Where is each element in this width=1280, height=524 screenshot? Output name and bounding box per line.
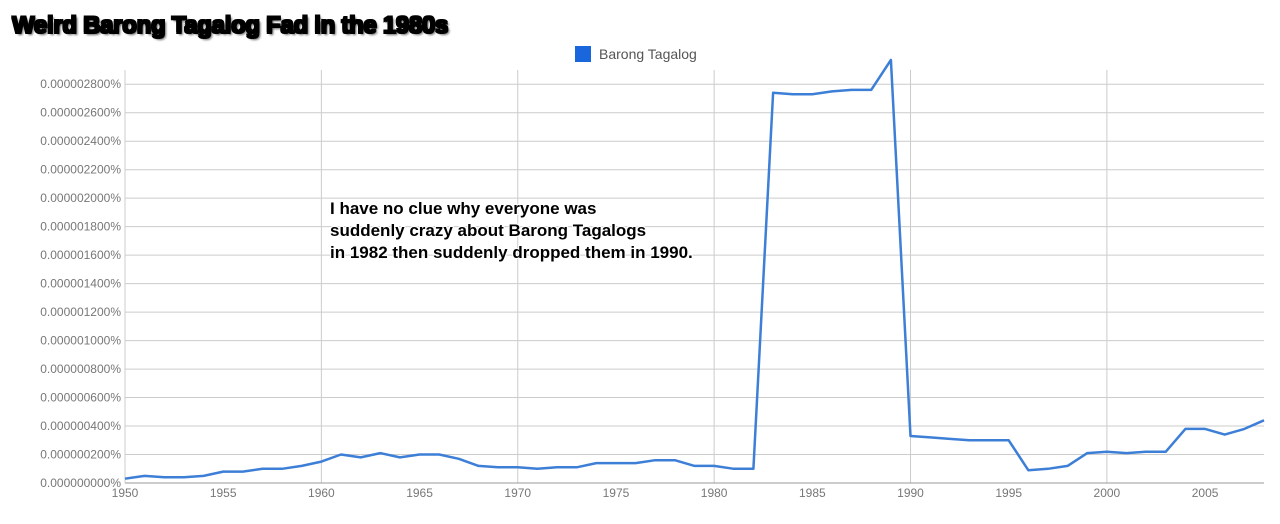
legend-swatch [575,46,591,62]
y-tick-label: 0.000002000% [40,191,121,205]
annotation-line: suddenly crazy about Barong Tagalogs [330,221,647,240]
x-tick-label: 1975 [603,486,630,500]
y-tick-label: 0.000002200% [40,163,121,177]
annotation-line: I have no clue why everyone was [330,199,597,218]
x-tick-label: 1960 [308,486,335,500]
y-tick-label: 0.000002600% [40,106,121,120]
series-layer [124,58,1265,480]
y-tick-label: 0.000001800% [40,220,121,234]
page-title: Weird Barong Tagalog Fad in the 1980s [12,12,449,39]
y-tick-label: 0.000002800% [40,77,121,91]
y-tick-label: 0.000001000% [40,334,121,348]
chart-annotation: I have no clue why everyone was suddenly… [330,198,693,264]
y-tick-label: 0.000000000% [40,476,121,490]
y-tick-label: 0.000000400% [40,419,121,433]
y-tick-label: 0.000000800% [40,362,121,376]
annotation-line: in 1982 then suddenly dropped them in 19… [330,243,693,262]
y-tick-label: 0.000000200% [40,448,121,462]
y-axis-ticks: 0.000000000% 0.000000200% 0.000000400% 0.00… [40,77,121,490]
x-tick-label: 1990 [897,486,924,500]
x-tick-label: 2000 [1094,486,1121,500]
y-tick-label: 0.000002400% [40,134,121,148]
x-tick-label: 1950 [112,486,139,500]
x-axis-ticks: 1950 1955 1960 1965 1970 1975 1980 1985 1990 1995… [112,486,1219,500]
y-tick-label: 0.000001400% [40,277,121,291]
x-tick-label: 1965 [406,486,433,500]
y-tick-label: 0.000001200% [40,305,121,319]
x-tick-label: 1970 [504,486,531,500]
x-tick-label: 1985 [799,486,826,500]
x-tick-label: 1955 [210,486,237,500]
grid [124,70,1264,484]
x-tick-label: 2005 [1192,486,1219,500]
series-line [124,58,1265,480]
x-tick-label: 1980 [701,486,728,500]
legend-label: Barong Tagalog [599,46,697,62]
x-tick-label: 1995 [995,486,1022,500]
y-tick-label: 0.000001600% [40,248,121,262]
legend: Barong Tagalog [575,46,697,62]
y-tick-label: 0.000000600% [40,391,121,405]
